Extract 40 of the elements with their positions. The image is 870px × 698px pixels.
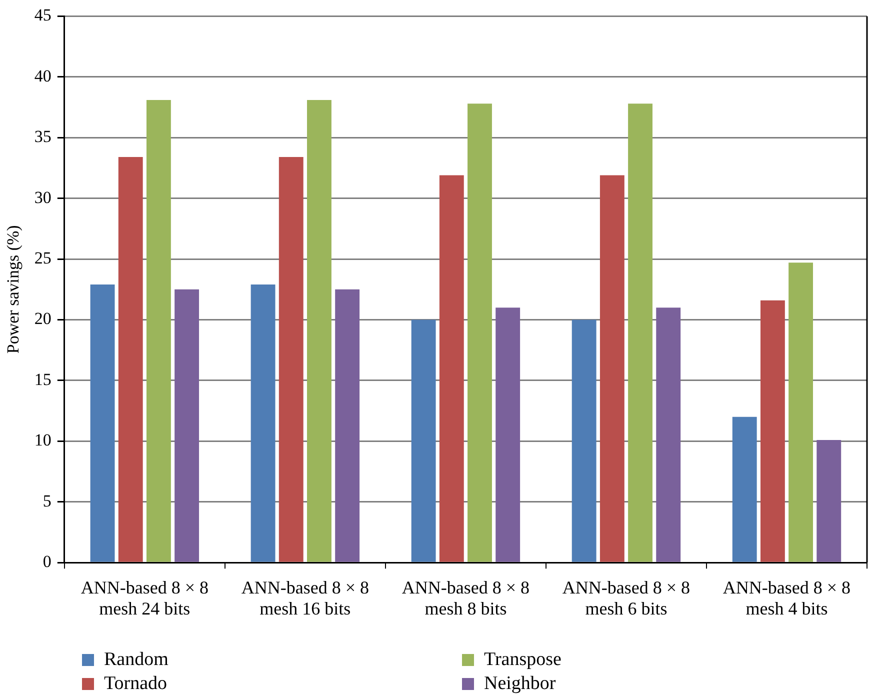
bar <box>411 320 436 562</box>
x-tick-label: ANN-based 8 × 8 mesh 24 bits <box>80 578 208 618</box>
bar <box>628 104 652 562</box>
bar <box>760 300 785 562</box>
bar <box>788 262 814 562</box>
y-tick-label: 20 <box>34 309 52 328</box>
bar <box>335 289 360 562</box>
y-tick-label: 30 <box>34 188 52 207</box>
bar <box>656 308 681 562</box>
y-tick-label: 25 <box>34 248 52 268</box>
y-tick-label: 40 <box>34 66 52 86</box>
bar <box>816 440 842 562</box>
legend-label: Random <box>104 649 168 671</box>
bar <box>174 289 200 562</box>
x-tick-label: ANN-based 8 × 8 mesh 8 bits <box>402 578 530 618</box>
bar <box>732 416 757 562</box>
x-tick-label: ANN-based 8 × 8 mesh 16 bits <box>241 578 369 618</box>
x-tick-label: ANN-based 8 × 8 mesh 4 bits <box>722 578 851 618</box>
y-tick-label: 10 <box>34 430 52 450</box>
legend-label: Neighbor <box>484 673 556 695</box>
bar <box>468 104 492 562</box>
bar <box>572 320 596 562</box>
y-tick-label: 5 <box>42 491 52 510</box>
bar <box>146 100 171 562</box>
x-tick-label: ANN-based 8 × 8 mesh 6 bits <box>562 578 690 618</box>
y-tick-label: 35 <box>34 127 52 146</box>
bar <box>307 100 332 562</box>
bar <box>90 284 115 562</box>
y-tick-label: 15 <box>34 370 52 389</box>
legend-label: Transpose <box>484 649 562 671</box>
bar <box>439 175 464 562</box>
y-tick-label: 0 <box>42 552 52 572</box>
bar <box>118 157 143 562</box>
bar <box>496 308 520 562</box>
bar <box>250 284 276 562</box>
y-axis-title: Power savings (%) <box>4 225 23 354</box>
bar <box>600 175 624 562</box>
y-tick-label: 45 <box>34 6 52 25</box>
legend-label: Tornado <box>104 673 168 695</box>
bar <box>278 157 304 562</box>
